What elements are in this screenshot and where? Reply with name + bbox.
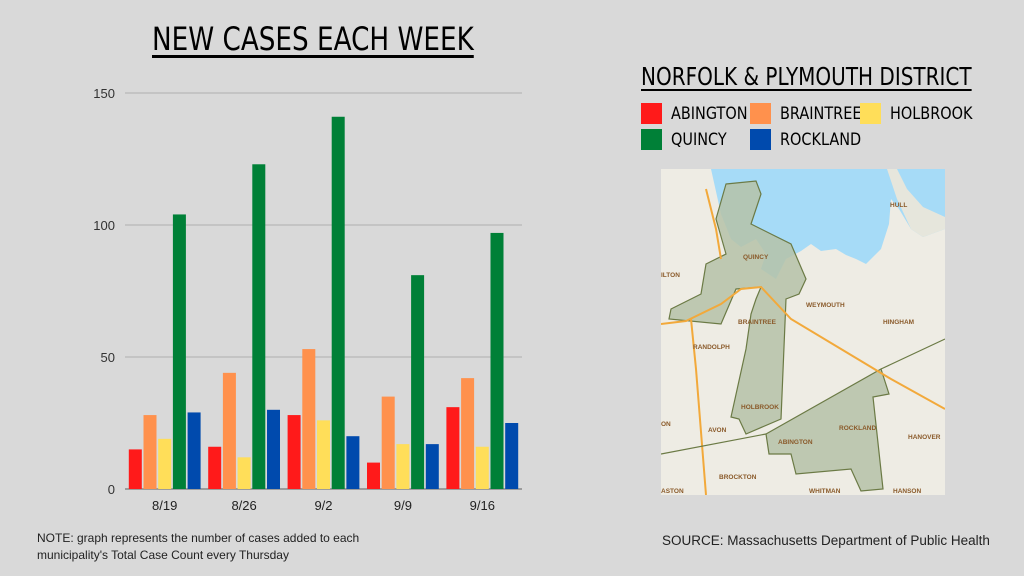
bar-quincy (490, 232, 504, 490)
bar-rockland (267, 409, 280, 489)
legend-title: NORFOLK & PLYMOUTH DISTRICT (641, 62, 972, 91)
map-label-randolph: RANDOLPH (693, 344, 730, 351)
chart-note: NOTE: graph represents the number of cas… (37, 531, 360, 562)
bar-braintree (143, 415, 157, 489)
map-label-hanson: HANSON (893, 488, 921, 495)
legend-label: BRAINTREE (780, 103, 862, 124)
bar-braintree (302, 349, 316, 489)
legend-swatch (750, 103, 771, 124)
x-tick-label: 9/16 (470, 498, 495, 513)
bar-holbrook (396, 444, 410, 489)
legend-swatch (641, 129, 662, 150)
legend-item-abington: ABINGTON (641, 103, 761, 124)
map-label-whitman: WHITMAN (809, 488, 841, 495)
legend-label: ABINGTON (671, 103, 748, 124)
bar-quincy (172, 214, 186, 489)
bar-holbrook (475, 446, 489, 489)
district-map: QUINCY WEYMOUTH HINGHAM BRAINTREE RANDOLPH HO… (661, 169, 945, 495)
bar-abington (208, 446, 222, 489)
data-source: SOURCE: Massachusetts Department of Publ… (662, 533, 990, 548)
y-tick-label: 150 (93, 86, 115, 101)
bar-abington (128, 449, 142, 489)
x-tick-label: 8/26 (231, 498, 256, 513)
bar-braintree (461, 378, 475, 489)
legend-item-rockland: ROCKLAND (750, 129, 876, 150)
chart-title: NEW CASES EACH WEEK (152, 20, 474, 58)
bar-quincy (411, 275, 425, 489)
map-label-ilton: ILTON (661, 272, 680, 279)
legend-item-holbrook: HOLBROOK (860, 103, 987, 124)
bar-holbrook (317, 420, 330, 489)
legend-label: ROCKLAND (780, 129, 862, 150)
x-tick-label: 8/19 (152, 498, 177, 513)
map-label-abington: ABINGTON (778, 439, 813, 446)
map-county-line (661, 338, 945, 455)
bar-rockland (346, 436, 360, 489)
legend-item-braintree: BRAINTREE (750, 103, 876, 124)
map-label-weymouth: WEYMOUTH (806, 302, 845, 309)
map-label-on: ON (661, 421, 671, 428)
map-label-hingham: HINGHAM (883, 319, 914, 326)
district-abington-rockland (765, 368, 890, 492)
y-tick-label: 0 (108, 482, 115, 497)
x-tick-label: 9/9 (394, 498, 412, 513)
bar-rockland (505, 423, 519, 489)
legend-swatch (860, 103, 881, 124)
bar-braintree (222, 372, 236, 489)
y-tick-label: 100 (93, 218, 115, 233)
bar-quincy (252, 164, 266, 489)
bar-rockland (187, 412, 201, 489)
map-label-quincy: QUINCY (743, 254, 769, 261)
legend-label: HOLBROOK (890, 103, 973, 124)
bar-quincy (331, 116, 345, 489)
bar-holbrook (158, 438, 172, 489)
map-label-brockton: BROCKTON (719, 474, 757, 481)
map-label-hanover: HANOVER (908, 434, 941, 441)
bar-chart: 0 50 100 150 8/19 8/26 9/2 9/9 9/16 (93, 86, 522, 513)
map-label-holbrook: HOLBROOK (741, 404, 779, 411)
map-label-aston: ASTON (661, 488, 684, 495)
bar-rockland (425, 444, 439, 489)
x-tick-label: 9/2 (314, 498, 332, 513)
bar-abington (287, 415, 301, 489)
map-hull (887, 169, 945, 237)
bar-abington (446, 407, 460, 489)
legend-swatch (750, 129, 771, 150)
map-label-hull: HULL (890, 202, 907, 209)
y-tick-label: 50 (101, 350, 115, 365)
legend-label: QUINCY (671, 129, 727, 150)
bar-abington (367, 462, 380, 489)
bar-holbrook (237, 457, 251, 489)
map-highway (661, 188, 945, 495)
district-quincy-braintree-holbrook (668, 180, 807, 435)
map-label-braintree: BRAINTREE (738, 319, 777, 326)
legend-item-quincy: QUINCY (641, 129, 737, 150)
legend-swatch (641, 103, 662, 124)
bar-braintree (381, 396, 395, 489)
map-label-avon: AVON (708, 427, 727, 434)
map-label-rockland: ROCKLAND (839, 425, 876, 432)
